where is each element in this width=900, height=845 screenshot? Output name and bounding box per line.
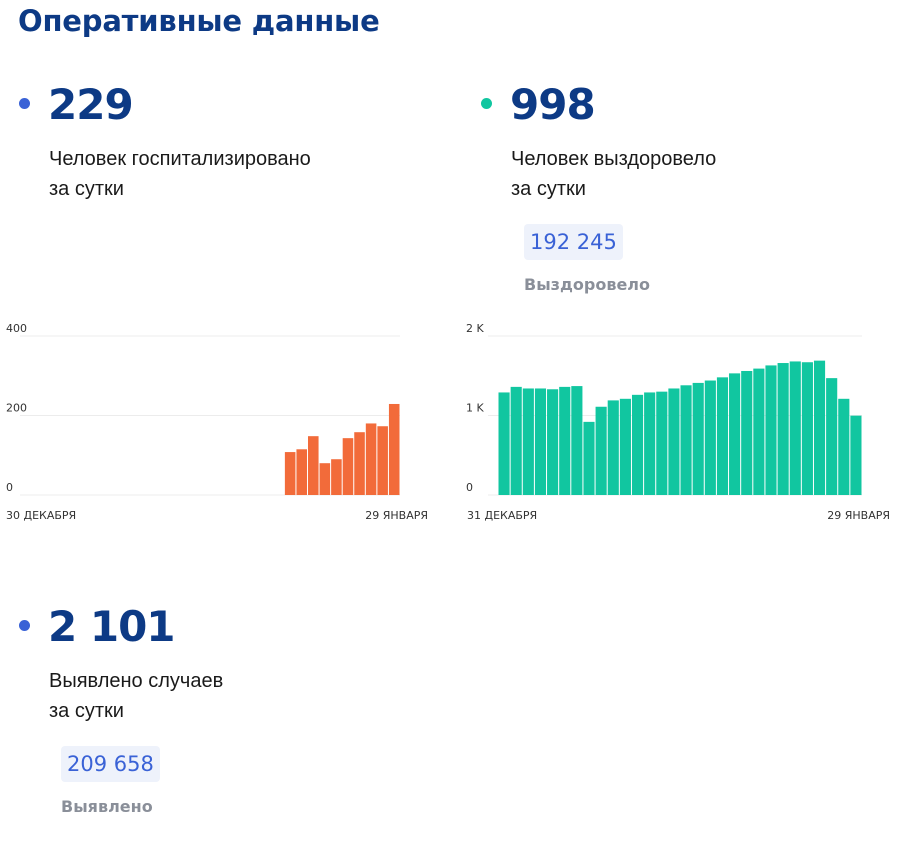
recovered-total: 192 245 (524, 224, 623, 260)
hospitalized-chart: 0 200 400 30 ДЕКАБРЯ 29 ЯНВАРЯ (0, 320, 440, 530)
hospitalized-value: 229 (48, 80, 134, 129)
recovered-bar[interactable] (692, 382, 704, 495)
recovered-bar[interactable] (789, 361, 801, 495)
hospitalized-bar[interactable] (331, 459, 342, 495)
hospitalized-bar[interactable] (308, 436, 319, 495)
recovered-ytick-label: 0 (466, 481, 473, 494)
cases-value: 2 101 (48, 602, 176, 651)
recovered-bar[interactable] (656, 391, 668, 495)
recovered-bar[interactable] (777, 363, 789, 495)
cases-dot (19, 620, 30, 631)
recovered-dot (481, 98, 492, 109)
recovered-bar[interactable] (826, 378, 838, 495)
recovered-bar[interactable] (850, 415, 862, 495)
cases-desc-line1: Выявлено случаев (49, 670, 224, 692)
recovered-bar[interactable] (547, 389, 559, 495)
recovered-bar[interactable] (801, 362, 813, 495)
recovered-bar[interactable] (644, 392, 656, 495)
recovered-bar[interactable] (765, 365, 777, 495)
recovered-ytick-label: 2 K (466, 322, 484, 335)
recovered-bar[interactable] (510, 386, 522, 495)
hospitalized-xlabel-start: 30 ДЕКАБРЯ (6, 509, 76, 522)
recovered-bar[interactable] (522, 388, 534, 495)
recovered-bar[interactable] (704, 380, 716, 495)
hospitalized-desc-line1: Человек госпитализировано (49, 148, 311, 170)
recovered-bar[interactable] (559, 386, 571, 495)
page-title: Оперативные данные (18, 4, 380, 38)
recovered-bar[interactable] (753, 368, 765, 495)
recovered-desc-line2: за сутки (511, 178, 586, 200)
hospitalized-bar[interactable] (342, 438, 354, 495)
recovered-bar[interactable] (571, 386, 583, 495)
hospitalized-ytick-label: 200 (6, 402, 27, 415)
hospitalized-chart-svg: 0 200 400 30 ДЕКАБРЯ 29 ЯНВАРЯ (6, 322, 428, 522)
recovered-value: 998 (510, 80, 596, 129)
recovered-bar[interactable] (729, 373, 741, 495)
recovered-bar[interactable] (583, 421, 595, 495)
hospitalized-dot (19, 98, 30, 109)
recovered-desc-line1: Человек выздоровело (511, 148, 717, 170)
recovered-bar[interactable] (498, 392, 510, 495)
recovered-chart: 0 1 K 2 K 31 ДЕКАБРЯ 29 ЯНВАРЯ (460, 320, 895, 530)
recovered-bar[interactable] (716, 377, 729, 495)
hospitalized-bar[interactable] (296, 449, 307, 495)
cases-desc-line2: за сутки (49, 700, 124, 722)
hospitalized-ytick-label: 400 (6, 322, 27, 335)
recovered-xlabel-end: 29 ЯНВАРЯ (827, 509, 890, 522)
recovered-bar[interactable] (668, 388, 680, 495)
recovered-bar[interactable] (741, 370, 753, 495)
cases-total-label: Выявлено (61, 797, 153, 816)
recovered-bar[interactable] (607, 400, 619, 495)
cases-total: 209 658 (61, 746, 160, 782)
hospitalized-xlabel-end: 29 ЯНВАРЯ (365, 509, 428, 522)
recovered-xlabel-start: 31 ДЕКАБРЯ (467, 509, 537, 522)
hospitalized-bar[interactable] (377, 426, 388, 495)
recovered-bar[interactable] (534, 388, 547, 495)
hospitalized-desc-line2: за сутки (49, 178, 124, 200)
recovered-bar[interactable] (595, 406, 607, 495)
hospitalized-ytick-label: 0 (6, 481, 13, 494)
hospitalized-bar[interactable] (284, 452, 296, 495)
recovered-bar[interactable] (813, 360, 826, 495)
hospitalized-bar[interactable] (388, 403, 400, 495)
hospitalized-bar[interactable] (319, 463, 331, 495)
recovered-bar[interactable] (631, 394, 644, 495)
recovered-bar[interactable] (838, 398, 850, 495)
hospitalized-bar[interactable] (365, 423, 377, 495)
hospitalized-bar[interactable] (354, 432, 365, 495)
recovered-bar[interactable] (680, 385, 692, 495)
recovered-ytick-label: 1 K (466, 402, 484, 415)
recovered-total-label: Выздоровело (524, 275, 651, 294)
recovered-chart-svg: 0 1 K 2 K 31 ДЕКАБРЯ 29 ЯНВАРЯ (466, 322, 890, 522)
recovered-bar[interactable] (619, 398, 631, 495)
